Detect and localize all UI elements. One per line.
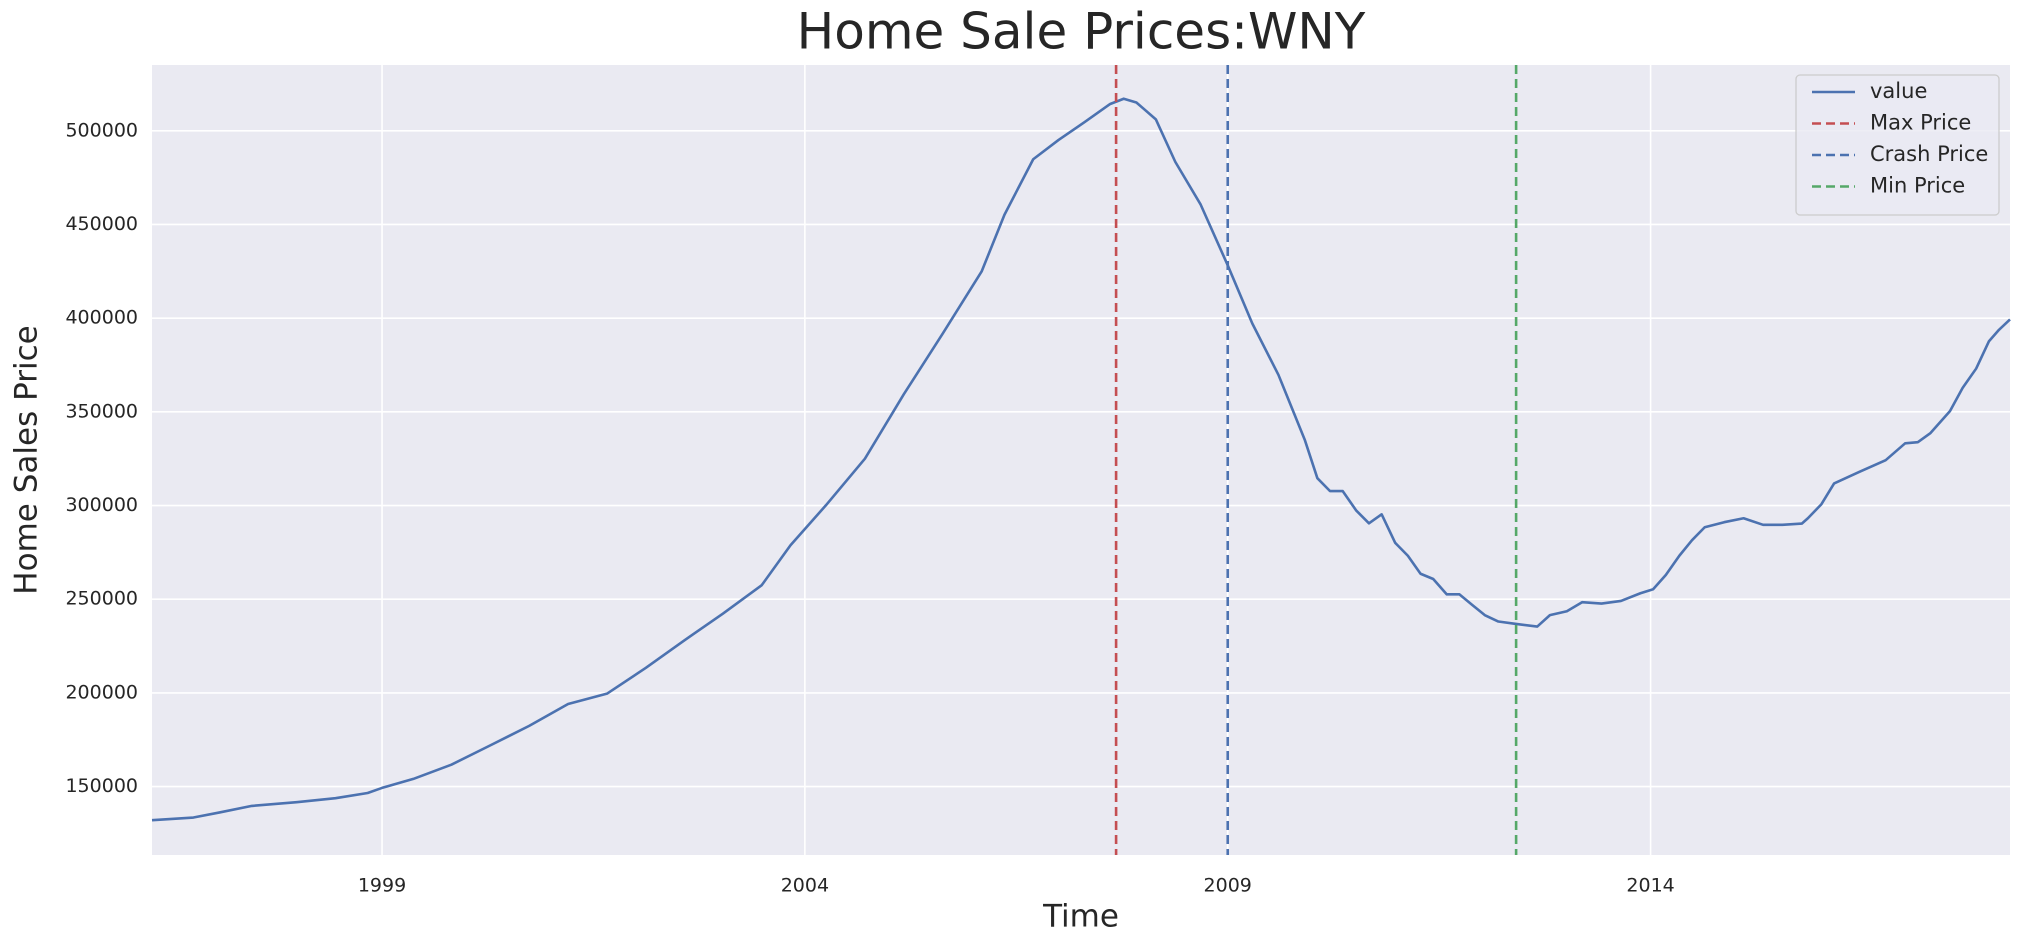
legend: value Max Price Crash Price Min Price [1795, 74, 2000, 216]
y-tick-label: 300000 [65, 494, 138, 516]
x-axis-label: Time [1042, 899, 1119, 935]
y-tick-label: 350000 [65, 400, 138, 422]
legend-label: Max Price [1870, 111, 1971, 135]
x-tick-label: 2004 [781, 875, 829, 897]
plot-area [152, 65, 2010, 855]
y-tick-label: 250000 [65, 588, 138, 610]
y-tick-label: 500000 [65, 119, 138, 141]
legend-label: value [1870, 79, 1927, 103]
x-tick-label: 1999 [358, 875, 406, 897]
legend-label: Crash Price [1870, 142, 1988, 166]
chart-title: Home Sale Prices:WNY [797, 3, 1366, 61]
y-tick-label: 450000 [65, 213, 138, 235]
y-axis-label: Home Sales Price [9, 325, 45, 594]
marks [151, 65, 2011, 855]
legend-label: Min Price [1870, 174, 1965, 198]
y-tick-label: 200000 [65, 681, 138, 703]
y-tick-label: 400000 [65, 307, 138, 329]
x-tick-label: 2009 [1204, 875, 1252, 897]
y-tick-label: 150000 [65, 775, 138, 797]
data-line [151, 97, 2011, 822]
legend-box [1795, 74, 2000, 216]
x-tick-label: 2014 [1626, 875, 1674, 897]
